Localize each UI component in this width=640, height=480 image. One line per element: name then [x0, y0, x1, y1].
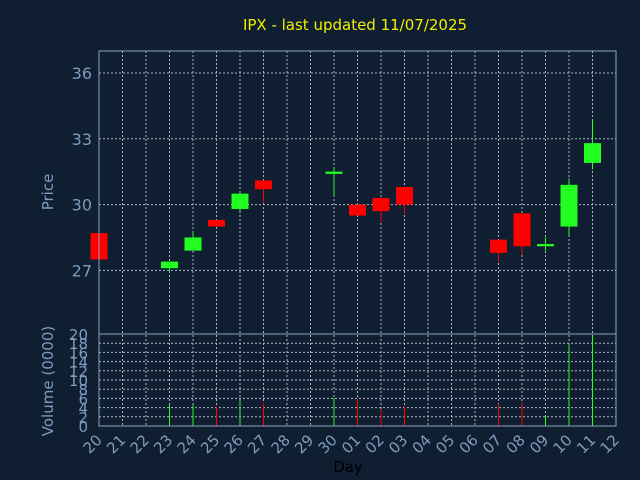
candle-body [349, 204, 366, 216]
volume-tick-label: 16 [69, 344, 88, 362]
price-axis-label: Price [39, 174, 57, 211]
day-tick-label: 10 [550, 431, 576, 457]
price-tick-label: 36 [72, 64, 92, 83]
volume-tick-label: 8 [78, 381, 88, 399]
candle-body [490, 239, 507, 253]
x-axis-label: Day [333, 458, 363, 476]
day-tick-label: 07 [479, 431, 505, 457]
candle-body [255, 180, 272, 190]
day-tick-label: 06 [456, 431, 482, 457]
day-tick-label: 11 [573, 431, 599, 457]
candle-body [372, 197, 390, 212]
day-tick-label: 05 [432, 431, 458, 457]
day-tick-label: 12 [597, 431, 623, 457]
day-tick-label: 22 [127, 431, 153, 457]
day-tick-label: 27 [244, 431, 270, 457]
candle-body [396, 187, 413, 205]
day-tick-label: 03 [385, 431, 411, 457]
volume-tick-label: 20 [69, 326, 88, 344]
day-tick-label: 26 [221, 431, 247, 457]
day-tick-label: 21 [103, 431, 129, 457]
day-tick-label: 09 [526, 431, 552, 457]
candle-body [161, 261, 178, 269]
price-tick-label: 30 [72, 196, 92, 215]
candle-body [325, 171, 343, 174]
candle-body [513, 213, 531, 247]
day-tick-label: 29 [291, 431, 317, 457]
volume-tick-label: 14 [69, 354, 88, 372]
candle-body [184, 237, 202, 251]
volume-tick-label: 0 [78, 418, 88, 436]
price-candles [90, 119, 601, 273]
chart-title: IPX - last updated 11/07/2025 [243, 16, 467, 34]
candle-body [584, 143, 601, 163]
volume-tick-label: 2 [78, 409, 88, 427]
plot-border [98, 50, 617, 427]
candle-body [560, 184, 578, 227]
day-tick-label: 25 [197, 431, 223, 457]
volume-tick-label: 10 [69, 372, 88, 390]
grid [99, 51, 616, 426]
price-tick-label: 27 [72, 261, 92, 280]
day-tick-label: 01 [338, 431, 364, 457]
plot-frame [98, 50, 617, 427]
day-tick-label: 04 [409, 431, 435, 457]
day-tick-label: 23 [150, 431, 176, 457]
day-tick-label: 08 [503, 431, 529, 457]
day-tick-label: 24 [174, 431, 200, 457]
day-tick-label: 28 [268, 431, 294, 457]
volume-tick-label: 18 [69, 335, 88, 353]
volume-tick-label: 12 [69, 363, 88, 381]
candle-body [537, 244, 554, 247]
day-tick-label: 02 [362, 431, 388, 457]
price-tick-label: 33 [72, 130, 92, 149]
candle-body [208, 219, 225, 227]
volume-tick-label: 4 [78, 400, 88, 418]
volume-axis-label: Volume (0000) [39, 326, 57, 436]
volume-tick-label: 6 [78, 390, 88, 408]
candle-body [231, 193, 249, 209]
volume-bars [169, 335, 593, 426]
day-tick-label: 30 [315, 431, 341, 457]
